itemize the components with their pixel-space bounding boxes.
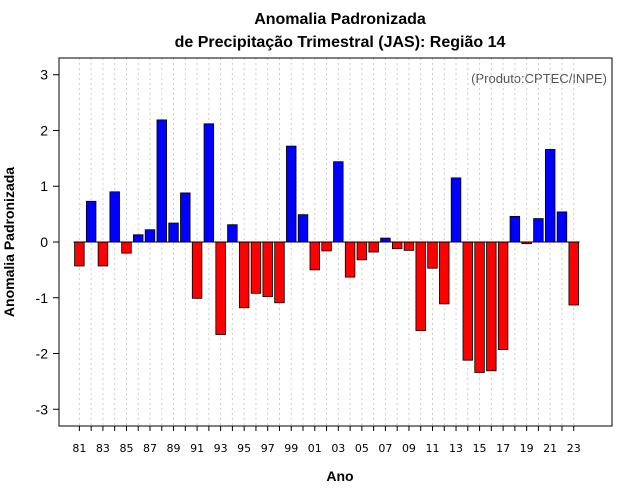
bar (415, 241, 426, 332)
bar (250, 241, 262, 294)
x-axis-label: Ano (326, 468, 353, 484)
bar (568, 241, 579, 306)
bar (227, 224, 238, 243)
bar (309, 241, 320, 271)
bar (544, 149, 556, 243)
bar (144, 229, 156, 243)
bar (203, 123, 215, 243)
y-tick-label: 3 (40, 67, 48, 83)
x-tick-label: 01 (308, 442, 322, 455)
bar (556, 211, 568, 243)
x-tick-label: 19 (520, 442, 534, 455)
y-tick-label: -1 (36, 290, 49, 306)
bar (191, 241, 203, 299)
bar (180, 192, 191, 243)
bar (486, 241, 497, 372)
chart-title-line-2: de Precipitação Trimestral (JAS): Região… (175, 34, 506, 51)
x-tick-label: 97 (261, 442, 275, 455)
source-note: (Produto:CPTEC/INPE) (471, 71, 607, 86)
x-tick-label: 17 (496, 442, 510, 455)
y-tick-label: 0 (40, 234, 48, 250)
bar (380, 237, 391, 243)
bar (333, 161, 344, 243)
bar (356, 241, 368, 261)
chart-title-line-1: Anomalia Padronizada (254, 11, 426, 28)
y-tick-label: 1 (40, 178, 48, 194)
x-tick-label: 09 (402, 442, 416, 455)
x-tick-label: 15 (473, 442, 487, 455)
bar (344, 241, 356, 278)
bar (297, 214, 309, 243)
x-tick-label: 87 (143, 442, 157, 455)
bar (168, 222, 179, 243)
bar (121, 241, 132, 254)
bar (109, 191, 120, 243)
bar (403, 241, 415, 251)
x-tick-label: 99 (284, 442, 298, 455)
x-tick-label: 93 (214, 442, 228, 455)
x-tick-label: 07 (378, 442, 392, 455)
x-tick-label: 83 (96, 442, 110, 455)
bar (156, 119, 167, 243)
bar (97, 241, 109, 267)
x-tick-label: 23 (567, 442, 581, 455)
bar (474, 241, 485, 373)
bar (262, 241, 273, 298)
bar (439, 241, 450, 305)
bar (321, 241, 332, 252)
y-tick-label: -3 (36, 401, 49, 417)
y-tick-label: -2 (36, 346, 49, 362)
bar (450, 177, 462, 243)
y-axis-label: Anomalia Padronizada (1, 167, 17, 317)
bar (427, 241, 438, 269)
bar (368, 241, 379, 253)
x-tick-label: 05 (355, 442, 369, 455)
bar (497, 241, 509, 351)
bar (286, 145, 297, 243)
x-tick-label: 11 (425, 442, 439, 455)
bar (509, 215, 521, 243)
x-tick-label: 03 (331, 442, 345, 455)
bar (533, 218, 544, 243)
bar (74, 241, 85, 267)
y-tick-label: 2 (40, 122, 48, 138)
bar (215, 241, 226, 335)
x-tick-label: 89 (167, 442, 181, 455)
bar (462, 241, 473, 361)
x-tick-label: 91 (190, 442, 204, 455)
x-tick-label: 81 (72, 442, 86, 455)
axes (53, 57, 613, 431)
bar (133, 234, 144, 243)
x-tick-label: 85 (119, 442, 133, 455)
bar (85, 200, 97, 243)
grid-lines (78, 58, 575, 426)
x-tick-label: 21 (543, 442, 557, 455)
bar (274, 241, 285, 304)
x-tick-label: 95 (237, 442, 251, 455)
bars (74, 119, 579, 373)
x-tick-label: 13 (449, 442, 463, 455)
bar (391, 241, 403, 250)
bar (238, 241, 250, 309)
